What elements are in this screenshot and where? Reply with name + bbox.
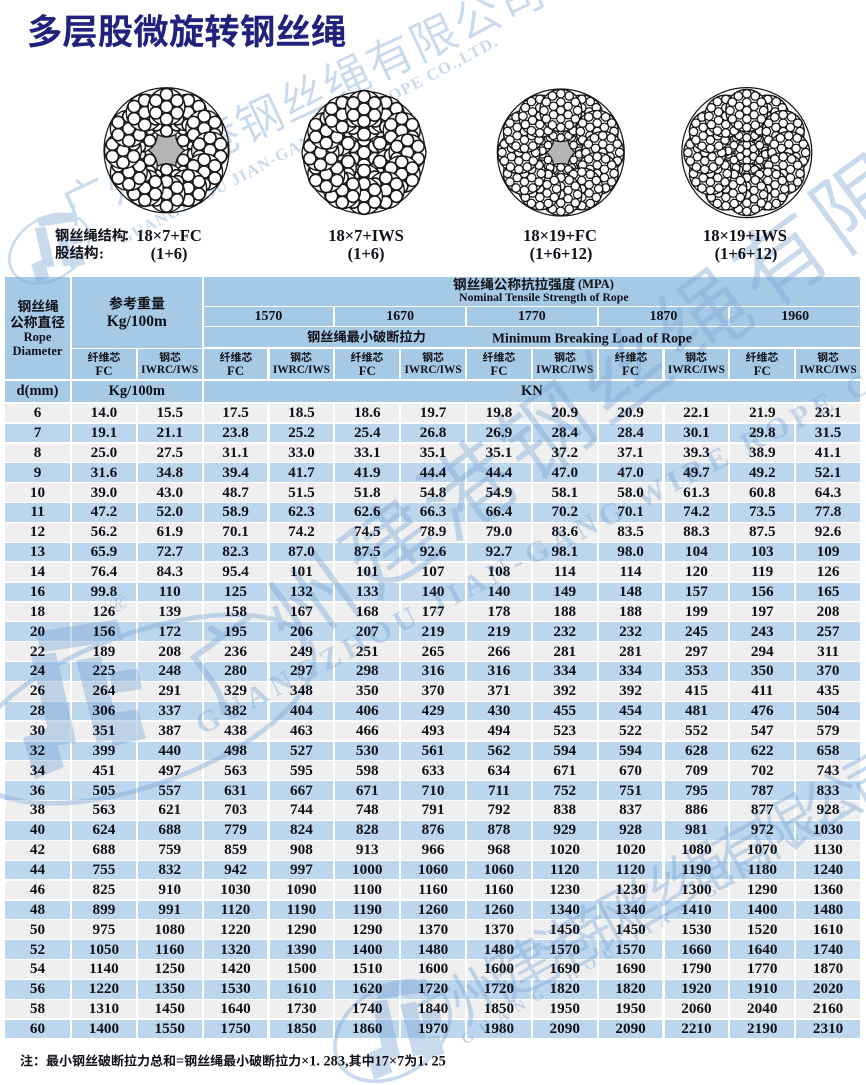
svg-text:Minimum Breaking Load of Rope: Minimum Breaking Load of Rope [492,330,692,345]
svg-text:×1. 283,: ×1. 283, [301,1054,349,1070]
svg-text:17×7: 17×7 [375,1054,405,1070]
svg-text:=: = [176,1054,184,1070]
svg-text:(MPA): (MPA) [578,277,614,291]
svg-text::: : [99,246,104,262]
svg-text:1. 25: 1. 25 [417,1054,446,1070]
